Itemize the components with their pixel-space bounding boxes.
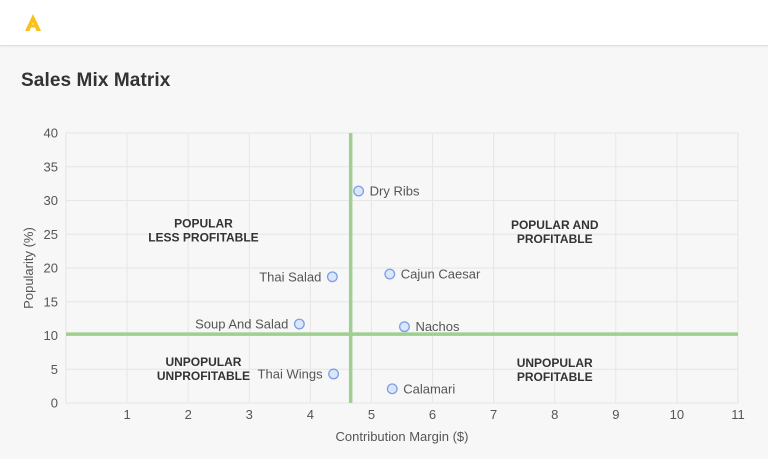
data-point-label: Nachos	[415, 319, 460, 334]
y-tick-label: 35	[44, 159, 58, 174]
data-point[interactable]	[293, 318, 305, 330]
y-axis-label: Popularity (%)	[21, 227, 36, 309]
y-tick-label: 40	[44, 126, 58, 141]
data-point-label: Thai Salad	[259, 269, 321, 284]
data-point-label: Thai Wings	[258, 366, 324, 381]
x-tick-label: 5	[368, 407, 375, 422]
data-point[interactable]	[398, 321, 410, 333]
x-tick-label: 4	[307, 407, 314, 422]
top-bar	[0, 0, 768, 46]
data-point[interactable]	[353, 185, 365, 197]
brand-logo-icon[interactable]	[22, 12, 44, 34]
data-point-label: Dry Ribs	[370, 184, 420, 199]
x-tick-label: 3	[246, 407, 253, 422]
quadrant-label: POPULAR AND PROFITABLE	[511, 218, 599, 246]
x-tick-label: 6	[429, 407, 436, 422]
data-point-label: Cajun Caesar	[401, 267, 481, 282]
y-tick-label: 5	[51, 362, 58, 377]
data-point[interactable]	[328, 368, 340, 380]
x-tick-label: 2	[185, 407, 192, 422]
data-point-label: Calamari	[403, 381, 455, 396]
y-tick-label: 0	[51, 396, 58, 411]
x-axis-label: Contribution Margin ($)	[336, 429, 469, 444]
quadrant-label: POPULAR LESS PROFITABLE	[148, 217, 258, 245]
data-point[interactable]	[384, 268, 396, 280]
x-tick-label: 7	[490, 407, 497, 422]
x-tick-label: 10	[670, 407, 684, 422]
y-tick-label: 10	[44, 328, 58, 343]
data-point[interactable]	[386, 383, 398, 395]
x-tick-label: 1	[123, 407, 130, 422]
quadrant-label: UNPOPULAR PROFITABLE	[517, 356, 593, 384]
x-tick-label: 11	[731, 407, 745, 422]
page-title: Sales Mix Matrix	[21, 70, 171, 91]
data-point-label: Soup And Salad	[195, 317, 288, 332]
y-tick-label: 20	[44, 261, 58, 276]
x-tick-label: 9	[612, 407, 619, 422]
x-tick-label: 8	[551, 407, 558, 422]
y-tick-label: 25	[44, 227, 58, 242]
quadrant-label: UNPOPULAR UNPROFITABLE	[157, 355, 250, 383]
y-tick-label: 30	[44, 193, 58, 208]
data-point[interactable]	[326, 271, 338, 283]
y-tick-label: 15	[44, 294, 58, 309]
